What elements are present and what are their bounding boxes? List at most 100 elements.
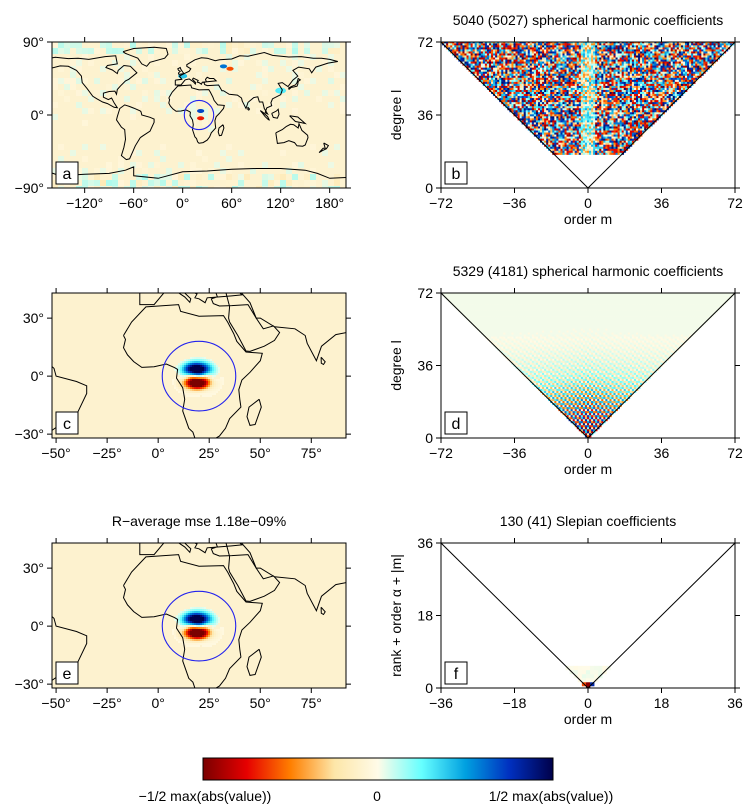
coastline — [52, 365, 88, 432]
coastline-antarctica — [52, 166, 346, 179]
coastline — [288, 77, 302, 90]
coastline — [122, 554, 263, 688]
x-axis-label: order m — [564, 461, 612, 477]
coastline — [259, 110, 271, 121]
coastline — [139, 293, 346, 362]
coastline — [320, 606, 326, 616]
panel-label: c — [63, 416, 71, 433]
y-axis-label: rank + order α + |m| — [388, 554, 404, 677]
x-tick-label: −72 — [429, 445, 453, 461]
triangle-right-edge — [587, 42, 735, 188]
anomaly-blob — [219, 64, 228, 69]
x-tick-label: −36 — [503, 195, 527, 211]
x-tick-label: 50° — [250, 445, 271, 461]
triangle-right-edge — [587, 543, 735, 688]
x-tick-label: 72 — [727, 445, 743, 461]
colorbar-label-max: 1/2 max(abs(value)) — [489, 788, 614, 804]
panel-label-box — [444, 161, 468, 185]
panel-label-box — [55, 161, 79, 185]
x-tick-label: 25° — [199, 445, 220, 461]
y-tick-label: 0° — [31, 368, 44, 384]
x-tick-label: 36 — [654, 195, 670, 211]
x-tick-label: −50° — [41, 695, 70, 711]
panel-title: 5329 (4181) spherical harmonic coefficie… — [453, 263, 724, 279]
triangle-left-edge — [441, 543, 589, 688]
y-tick-label: 30° — [23, 560, 44, 576]
coastline — [271, 108, 280, 119]
colorbar-label-min: −1/2 max(abs(value)) — [139, 788, 272, 804]
x-tick-label: 36 — [727, 695, 743, 711]
panel-label: d — [452, 416, 461, 433]
coefficient-area — [441, 543, 735, 688]
colorbar: −1/2 max(abs(value)) 0 1/2 max(abs(value… — [139, 757, 614, 804]
anomaly-blob — [197, 116, 205, 121]
x-tick-label: −18 — [503, 695, 527, 711]
y-tick-label: 36 — [417, 535, 433, 551]
x-tick-label: −60° — [119, 195, 148, 211]
y-axis-label: degree l — [388, 340, 404, 391]
map-area — [52, 42, 346, 188]
y-tick-label: 72 — [417, 34, 433, 50]
x-tick-label: 18 — [654, 695, 670, 711]
panel-label-box — [444, 411, 468, 435]
panel-title: 130 (41) Slepian coefficients — [500, 513, 676, 529]
panel-title: 5040 (5027) spherical harmonic coefficie… — [453, 12, 724, 28]
anomaly-blob — [197, 108, 205, 113]
panel-title: R−average mse 1.18e−09% — [112, 513, 286, 529]
y-tick-label: 0° — [31, 107, 44, 123]
y-tick-label: −30° — [15, 676, 44, 692]
coefficient-area — [441, 293, 735, 438]
panel-label: f — [454, 666, 459, 683]
y-tick-label: 36 — [417, 358, 433, 374]
coastline — [217, 124, 225, 137]
x-tick-label: 36 — [654, 445, 670, 461]
triangle-left-edge — [441, 42, 589, 188]
y-tick-label: −30° — [15, 426, 44, 442]
colorbar-label-zero: 0 — [373, 788, 381, 804]
coastline — [168, 84, 225, 144]
x-tick-label: −25° — [92, 445, 121, 461]
x-axis-label: order m — [564, 211, 612, 227]
x-tick-label: 0 — [584, 695, 592, 711]
panel-label: e — [63, 666, 72, 683]
triangle-right-edge — [587, 293, 735, 438]
coastline — [246, 648, 262, 676]
x-tick-label: 75° — [301, 445, 322, 461]
x-tick-label: 120° — [266, 195, 295, 211]
frame — [51, 292, 347, 439]
y-tick-label: 36 — [417, 107, 433, 123]
panel-label: a — [63, 166, 72, 183]
x-tick-label: 0° — [151, 445, 164, 461]
anomaly-blob — [226, 66, 234, 71]
panel-label-box — [444, 661, 468, 685]
x-axis-label: order m — [564, 711, 612, 727]
coastline — [225, 293, 281, 352]
x-tick-label: −36 — [503, 445, 527, 461]
y-tick-label: 0° — [31, 618, 44, 634]
x-tick-label: −50° — [41, 445, 70, 461]
panel-e: −50° −25° 0° 25° 50° 75° 30° 0° −30° R−average ms… — [15, 513, 351, 711]
region-circle — [183, 99, 215, 131]
region-circle — [161, 340, 237, 412]
x-tick-label: −25° — [92, 695, 121, 711]
coastline — [318, 142, 330, 154]
y-tick-label: 18 — [417, 608, 433, 624]
coastline — [275, 121, 309, 147]
panel-f: −36 −18 0 18 36 36 18 0 130 (41) Slepian coeffic… — [388, 513, 743, 727]
frame — [51, 542, 347, 689]
panel-c: −50° −25° 0° 25° 50° 75° 30° 0° −30° c — [15, 288, 351, 461]
panel-label-box — [55, 411, 79, 435]
map-area — [52, 293, 346, 438]
panel-d: −72 −36 0 36 72 72 36 0 5329 (4181) spherical ha… — [388, 263, 743, 477]
y-tick-label: 0 — [425, 430, 433, 446]
coastline — [247, 106, 251, 111]
coastline — [320, 356, 326, 366]
y-tick-label: 0 — [425, 680, 433, 696]
y-tick-label: 0 — [425, 180, 433, 196]
coastline — [122, 304, 263, 438]
coastline — [52, 55, 138, 109]
anomaly-blob — [275, 87, 287, 94]
coastline — [246, 398, 262, 426]
panel-b: −72 −36 0 36 72 72 36 0 5040 (5027) spherical ha… — [388, 12, 743, 227]
